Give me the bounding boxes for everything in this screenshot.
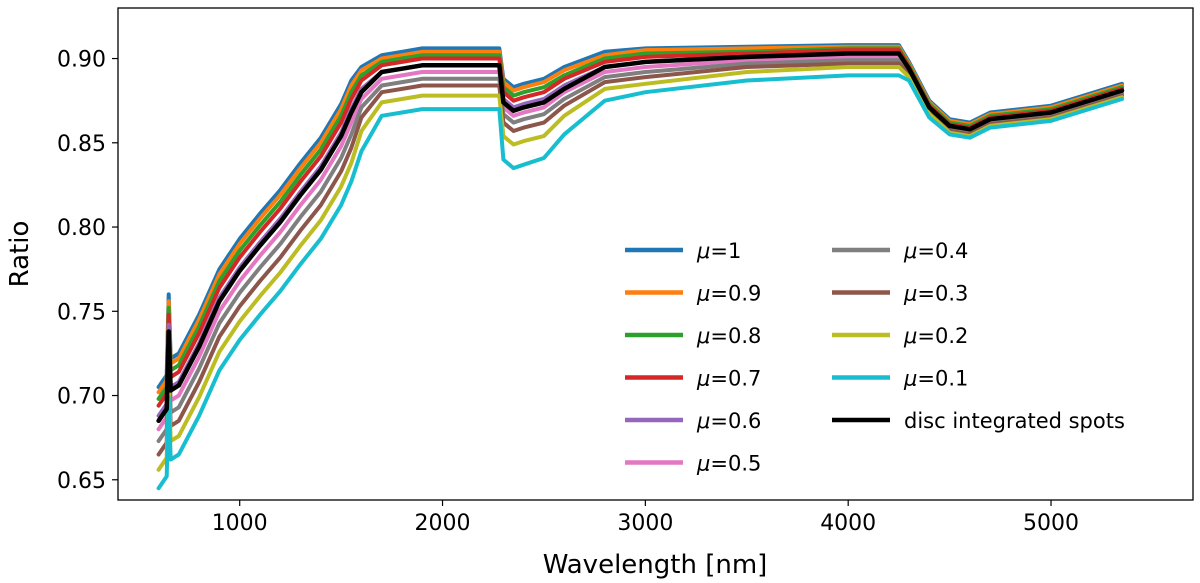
legend: μ=1 μ=0.9 μ=0.8 μ=0.7 μ=0.6 μ=0.5 μ=0.4 μ=0.3 μ=…	[625, 239, 1125, 476]
x-tick-label-3: 4000	[820, 511, 876, 536]
series-line-7	[156, 61, 1124, 457]
x-axis-label: Wavelength [nm]	[543, 550, 768, 580]
y-tick-label-3: 0.80	[57, 216, 106, 241]
y-tick-label-0: 0.65	[57, 469, 106, 494]
legend-label-9: μ=0.1	[903, 367, 968, 391]
legend-label-4: μ=0.6	[696, 409, 761, 433]
legend-label-1: μ=0.9	[696, 282, 761, 306]
x-tick-label-0: 1000	[212, 511, 268, 536]
legend-label-0: μ=1	[696, 239, 741, 263]
x-tick-label-1: 2000	[415, 511, 471, 536]
y-tick-label-2: 0.75	[57, 300, 106, 325]
legend-label-6: μ=0.4	[903, 239, 968, 263]
legend-label-3: μ=0.7	[696, 367, 761, 391]
x-tick-label-2: 3000	[617, 511, 673, 536]
series-line-8	[156, 65, 1124, 472]
legend-label-10: disc integrated spots	[904, 409, 1125, 433]
y-axis-label: Ratio	[5, 221, 35, 288]
series-line-10	[156, 51, 1125, 424]
plot-frame	[117, 7, 1194, 501]
legend-label-8: μ=0.2	[903, 324, 968, 348]
y-tick-label-1: 0.70	[57, 385, 106, 410]
series-line-9	[156, 73, 1124, 491]
series-layer	[156, 43, 1125, 491]
x-tick-label-4: 5000	[1023, 511, 1079, 536]
legend-label-5: μ=0.5	[696, 452, 761, 476]
y-tick-label-4: 0.85	[57, 132, 106, 157]
axes-layer: 1000 2000 3000 4000 5000 0.65 0.70 0.75 0.80 0.85…	[57, 48, 1079, 536]
legend-label-7: μ=0.3	[903, 282, 968, 306]
legend-label-2: μ=0.8	[696, 324, 761, 348]
y-tick-label-5: 0.90	[57, 48, 106, 73]
